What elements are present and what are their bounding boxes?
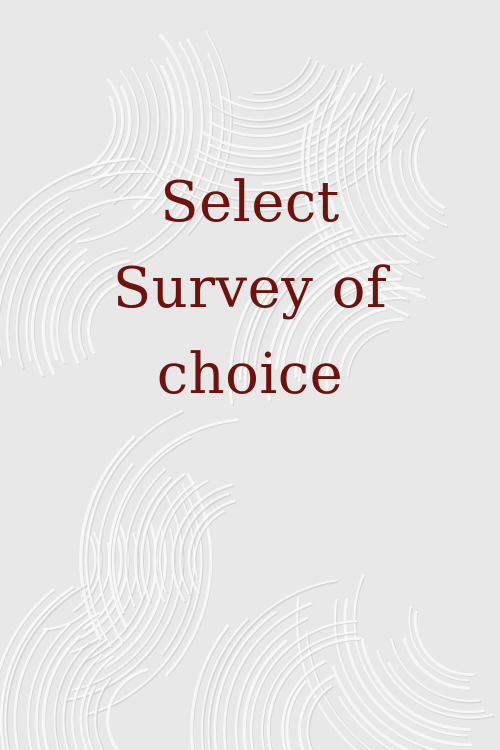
headline-line-3: choice: [156, 342, 344, 407]
headline-line-1: Select: [160, 170, 340, 235]
headline-line-2: Survey of: [112, 256, 388, 321]
headline: Select Survey of choice: [0, 160, 500, 418]
